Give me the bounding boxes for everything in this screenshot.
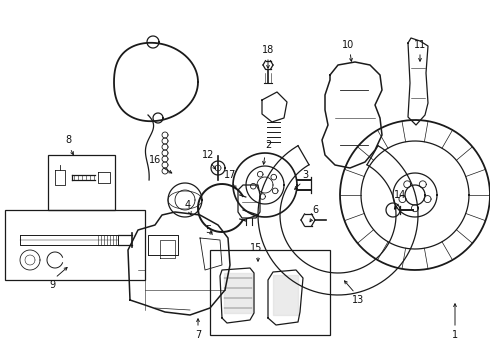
Bar [48, 155, 115, 210]
Text: 4: 4 [185, 200, 191, 210]
Text: 7: 7 [195, 330, 201, 340]
Text: 5: 5 [205, 225, 211, 235]
Text: 3: 3 [302, 170, 308, 180]
Text: 2: 2 [265, 140, 271, 150]
Text: 14: 14 [394, 190, 406, 200]
Bar [210, 250, 330, 335]
Text: 15: 15 [250, 243, 262, 253]
Text: 1: 1 [452, 330, 458, 340]
Text: 13: 13 [352, 295, 364, 305]
Text: 12: 12 [202, 150, 214, 160]
Text: 9: 9 [49, 280, 55, 290]
Text: 18: 18 [262, 45, 274, 55]
Text: 6: 6 [312, 205, 318, 215]
Text: 8: 8 [65, 135, 71, 145]
Bar [5, 210, 145, 280]
Text: 16: 16 [149, 155, 161, 165]
Text: 17: 17 [224, 170, 236, 180]
Text: 11: 11 [414, 40, 426, 50]
Text: 10: 10 [342, 40, 354, 50]
